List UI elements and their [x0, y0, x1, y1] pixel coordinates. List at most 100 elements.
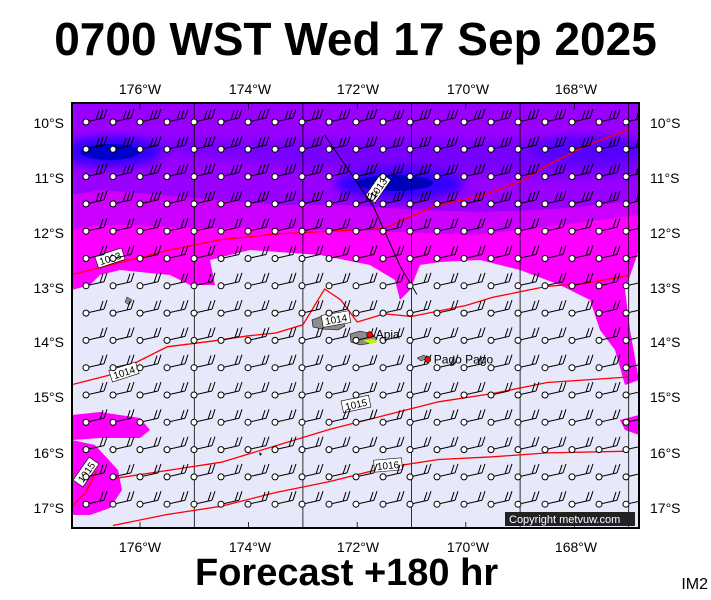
- wind-barb: [487, 299, 513, 317]
- wind-barb: [352, 381, 378, 399]
- wind-barb: [217, 108, 243, 126]
- wind-barb: [136, 381, 162, 399]
- wind-barb: [406, 245, 432, 262]
- wind-barb: [568, 163, 594, 181]
- wind-barb: [487, 245, 513, 262]
- wind-barb: [460, 354, 486, 372]
- wind-barb: [325, 218, 351, 235]
- wind-barb: [568, 409, 594, 426]
- wind-barb: [136, 245, 162, 262]
- wind-barb: [433, 381, 459, 399]
- wind-barb: [298, 299, 324, 317]
- wind-barb: [190, 136, 216, 153]
- wind-barb: [433, 463, 459, 481]
- wind-barb: [514, 136, 540, 153]
- wind-barb: [595, 136, 621, 153]
- wind-barb: [487, 463, 513, 481]
- wind-barb: [163, 327, 189, 344]
- wind-barb: [433, 108, 459, 126]
- wind-barb: [406, 163, 432, 181]
- wind-barb: [406, 327, 432, 344]
- lon-ticks-top: 176°W 174°W 172°W 170°W 168°W: [119, 81, 598, 97]
- wind-barb: [298, 272, 324, 290]
- wind-barb: [352, 190, 378, 208]
- lon-tick-168-b: 168°W: [555, 539, 598, 555]
- wind-barb: [163, 163, 189, 181]
- wind-barb: [406, 218, 432, 235]
- wind-barb: [568, 108, 594, 126]
- wind-barbs: [82, 108, 639, 508]
- wind-barb: [217, 491, 243, 508]
- wind-barb: [298, 108, 324, 126]
- wind-barb: [109, 272, 135, 290]
- wind-barb: [244, 108, 270, 126]
- wind-barb: [460, 409, 486, 426]
- wind-barb: [514, 381, 540, 399]
- wind-barb: [271, 327, 297, 344]
- wind-barb: [406, 190, 432, 208]
- wind-barb: [163, 463, 189, 481]
- wind-barb: [379, 463, 405, 481]
- wind-barb: [406, 381, 432, 399]
- map-frame: [71, 102, 640, 529]
- lat-tick-14: 14°S: [33, 334, 64, 350]
- wind-barb: [406, 409, 432, 426]
- wind-barb: [541, 245, 567, 262]
- wind-barb: [190, 354, 216, 372]
- wind-barb: [433, 218, 459, 235]
- lon-tick-174: 174°W: [229, 81, 272, 97]
- lon-tick-170-b: 170°W: [447, 539, 490, 555]
- wind-barb: [352, 463, 378, 481]
- wind-barb: [136, 218, 162, 235]
- wind-barb: [514, 218, 540, 235]
- wind-barb: [136, 272, 162, 290]
- copyright-box: Copyright metvuw.com: [505, 512, 635, 526]
- wind-barb: [109, 463, 135, 481]
- wind-barb: [217, 354, 243, 372]
- wind-barb: [325, 272, 351, 290]
- wind-barb: [298, 381, 324, 399]
- wind-barb: [325, 245, 351, 262]
- wind-barb: [541, 190, 567, 208]
- wind-barb: [541, 327, 567, 344]
- wind-barb: [541, 108, 567, 126]
- wind-barb: [595, 163, 621, 181]
- wind-barb: [622, 227, 639, 235]
- wind-barb: [271, 409, 297, 426]
- wind-barb: [190, 108, 216, 126]
- wind-barb: [163, 409, 189, 426]
- wind-barb: [136, 491, 162, 508]
- wind-barb: [568, 436, 594, 454]
- wind-barb: [379, 327, 405, 344]
- wind-barb: [325, 354, 351, 372]
- wind-barb: [379, 272, 405, 290]
- wind-barb: [298, 136, 324, 153]
- wind-barb: [460, 299, 486, 317]
- lat-tick-11: 11°S: [35, 170, 64, 186]
- wind-barb: [568, 190, 594, 208]
- wind-barb: [109, 108, 135, 126]
- wind-barb: [109, 299, 135, 317]
- wind-barb: [190, 409, 216, 426]
- wind-barb: [406, 272, 432, 290]
- lat-tick-10-r: 10°S: [650, 115, 681, 131]
- wind-barb: [109, 436, 135, 454]
- wind-barb: [217, 436, 243, 454]
- wind-barb: [298, 409, 324, 426]
- lat-tick-17-r: 17°S: [650, 500, 681, 516]
- wind-barb: [82, 272, 108, 290]
- wind-barb: [244, 409, 270, 426]
- wind-barb: [379, 436, 405, 454]
- wind-barb: [352, 136, 378, 153]
- place-layer: Apia Pago Pago: [366, 328, 494, 366]
- wind-barb: [568, 463, 594, 481]
- wind-barb: [487, 354, 513, 372]
- wind-barb: [244, 218, 270, 235]
- wind-barb: [352, 491, 378, 508]
- wind-barb: [190, 272, 216, 290]
- wind-barb: [568, 299, 594, 317]
- wind-barb: [82, 463, 108, 481]
- wind-barb: [298, 491, 324, 508]
- wind-barb: [271, 436, 297, 454]
- wind-barb: [595, 245, 621, 262]
